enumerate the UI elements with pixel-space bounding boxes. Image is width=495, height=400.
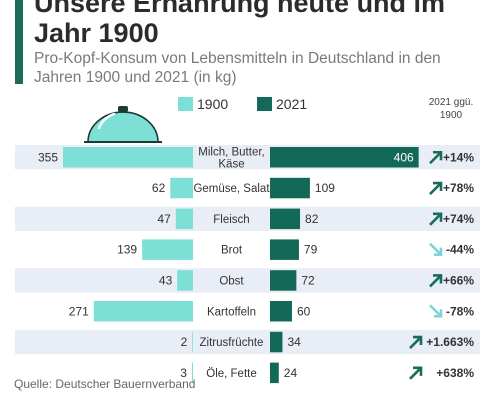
- bar-1900: [175, 208, 193, 230]
- value-label-2021: 82: [305, 212, 319, 226]
- value-label-1900: 355: [38, 150, 58, 164]
- legend-swatch-1900: [178, 97, 193, 111]
- bar-2021: [270, 208, 301, 230]
- bar-2021: [270, 331, 283, 353]
- value-label-1900: 62: [152, 181, 166, 195]
- category-label: Milch, Butter,: [198, 146, 264, 158]
- cloche-handle: [118, 106, 128, 112]
- arrow-up-icon: [429, 181, 443, 195]
- value-label-2021: 24: [284, 366, 298, 380]
- bar-1900: [192, 331, 193, 353]
- category-label: Kartoffeln: [207, 306, 256, 318]
- arrow-down-icon: [429, 304, 443, 318]
- bar-2021: [270, 147, 419, 168]
- category-label: Käse: [218, 158, 244, 170]
- value-label-2021: 60: [297, 304, 311, 318]
- arrow-up-icon: [409, 335, 423, 349]
- category-label: Obst: [219, 275, 244, 287]
- change-column-header: 2021 ggü. 1900: [428, 97, 474, 121]
- bar-2021: [270, 239, 299, 260]
- bar-1900: [93, 301, 193, 322]
- legend-swatch-2021: [257, 97, 272, 111]
- change-label: +74%: [443, 212, 474, 226]
- chart-subtitle: Pro-Kopf-Konsum von Lebensmitteln in Deu…: [34, 50, 441, 86]
- value-label-1900: 3: [180, 366, 187, 380]
- value-label-2021: 72: [301, 273, 315, 287]
- arrow-up-icon: [429, 274, 443, 288]
- arrow-down-icon: [429, 242, 443, 256]
- arrow-up-icon: [409, 366, 423, 380]
- bar-1900: [170, 177, 193, 199]
- value-label-1900: 43: [159, 273, 173, 287]
- bar-1900: [142, 239, 193, 260]
- bar-1900: [177, 270, 193, 291]
- category-label: Brot: [221, 245, 243, 257]
- accent-bar: [15, 0, 23, 84]
- value-label-2021: 79: [304, 243, 318, 257]
- bar-2021: [270, 270, 297, 291]
- value-label-1900: 47: [157, 212, 171, 226]
- category-label: Öle, Fette: [206, 368, 257, 380]
- change-label: +78%: [443, 181, 474, 195]
- value-label-1900: 271: [69, 304, 89, 318]
- bar-2021: [270, 177, 310, 199]
- change-label: +1.663%: [426, 335, 474, 349]
- row-band: [15, 329, 480, 355]
- category-label: Gemüse, Salat: [193, 183, 270, 195]
- legend-label-2021: 2021: [276, 96, 308, 112]
- cloche-highlight: [97, 112, 116, 130]
- row-band: [15, 206, 480, 232]
- value-label-2021: 34: [287, 335, 301, 349]
- value-label-1900: 139: [117, 243, 137, 257]
- bar-2021: [270, 301, 292, 322]
- value-label-2021: 109: [315, 181, 335, 195]
- change-label: +66%: [443, 273, 474, 287]
- change-label: +638%: [436, 366, 474, 380]
- arrow-up-icon: [429, 212, 443, 226]
- change-label: +14%: [443, 150, 474, 164]
- source-note: Quelle: Deutscher Bauernverband: [14, 377, 196, 391]
- change-label: -44%: [446, 243, 474, 257]
- legend-label-1900: 1900: [197, 96, 229, 112]
- bar-2021: [270, 362, 279, 384]
- chart-title: Unsere Ernährung heute und im Jahr 1900: [34, 0, 446, 48]
- category-label: Fleisch: [213, 214, 249, 226]
- value-label-2021: 406: [394, 150, 414, 164]
- category-label: Zitrusfrüchte: [200, 337, 264, 349]
- bar-1900: [191, 362, 193, 384]
- row-band: [15, 268, 480, 293]
- change-label: -78%: [446, 304, 474, 318]
- arrow-up-icon: [429, 150, 443, 165]
- value-label-1900: 2: [181, 335, 188, 349]
- bar-1900: [63, 147, 193, 168]
